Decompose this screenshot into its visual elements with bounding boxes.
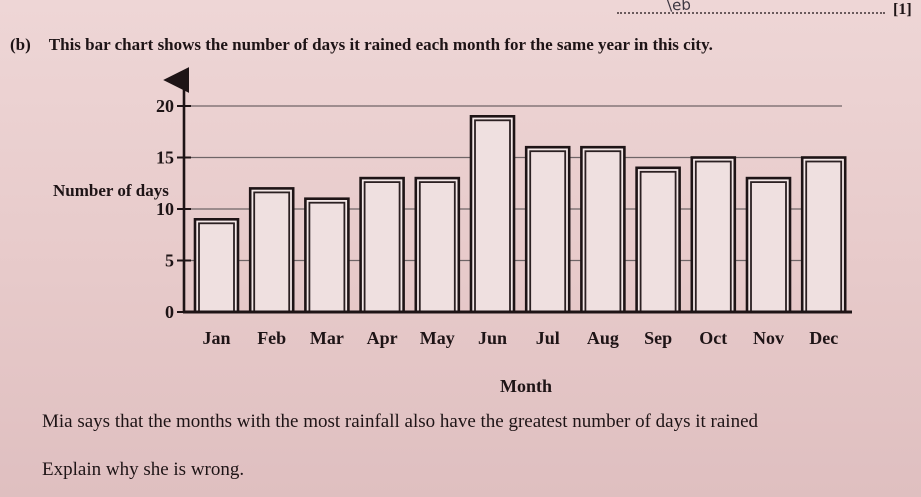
bar-inner (639, 170, 677, 313)
bar-inner (198, 222, 235, 313)
axes (163, 67, 852, 314)
question-text: (b) This bar chart shows the number of da… (10, 35, 713, 55)
marks-label: [1] (893, 1, 912, 18)
bar-inner (363, 181, 401, 313)
x-tick-label: Dec (809, 328, 838, 348)
x-axis-label: Month (500, 376, 552, 396)
y-tick-label: 15 (156, 148, 174, 168)
bar-jul (524, 145, 571, 314)
bar-apr (359, 176, 405, 314)
y-tick-label: 20 (156, 96, 174, 116)
x-tick-label: Aug (587, 328, 619, 348)
y-tick-labels: 0 5 10 15 20 (156, 96, 174, 322)
y-tick-label: 10 (156, 199, 174, 219)
bar-inner (253, 191, 291, 313)
bar-oct (690, 156, 737, 314)
y-tick-label: 0 (165, 302, 174, 322)
prompt-line-1: Mia says that the months with the most r… (42, 411, 759, 432)
x-tick-label: Jul (536, 328, 560, 348)
bar-may (414, 176, 461, 314)
question-label: (b) (10, 35, 31, 54)
x-tick-labels: Jan Feb Mar Apr May Jun Jul Aug Sep Oct Nov Dec (202, 328, 838, 348)
answer-line: \eb (617, 0, 885, 16)
x-tick-label: Apr (367, 328, 398, 348)
prompt-line-2: Explain why she is wrong. (42, 459, 245, 480)
x-tick-label: Mar (310, 328, 344, 348)
x-tick-label: Sep (644, 328, 672, 348)
bar-jun (469, 115, 516, 314)
bar-jan (193, 218, 240, 314)
bar-inner (529, 150, 567, 313)
x-tick-label: Nov (753, 328, 784, 348)
bar-inner (750, 181, 787, 313)
x-tick-label: May (420, 328, 455, 348)
x-tick-label: Jan (202, 328, 230, 348)
bar-aug (580, 145, 626, 314)
bar-feb (248, 187, 295, 314)
bar-inner (308, 201, 346, 313)
bar-inner (805, 160, 843, 313)
bar-inner (694, 160, 732, 313)
y-axis-label: Number of days (53, 181, 169, 200)
question-body: This bar chart shows the number of days … (48, 35, 713, 54)
bar-nov (745, 176, 792, 314)
bar-mar (304, 197, 350, 314)
bar-inner (474, 119, 511, 313)
bar-dec (800, 156, 847, 314)
answer-dotted-line (617, 12, 885, 14)
bar-sep (635, 166, 681, 314)
y-tick-label: 5 (165, 251, 174, 271)
bars (193, 115, 847, 314)
x-tick-label: Jun (478, 328, 507, 348)
x-tick-label: Feb (257, 328, 286, 348)
bar-chart: 0 5 10 15 20 Jan Feb Mar Apr May Jun Jul Aug Sep Oct N… (156, 67, 852, 396)
x-tick-label: Oct (699, 328, 727, 348)
bar-inner (418, 181, 456, 313)
bar-inner (584, 150, 622, 313)
